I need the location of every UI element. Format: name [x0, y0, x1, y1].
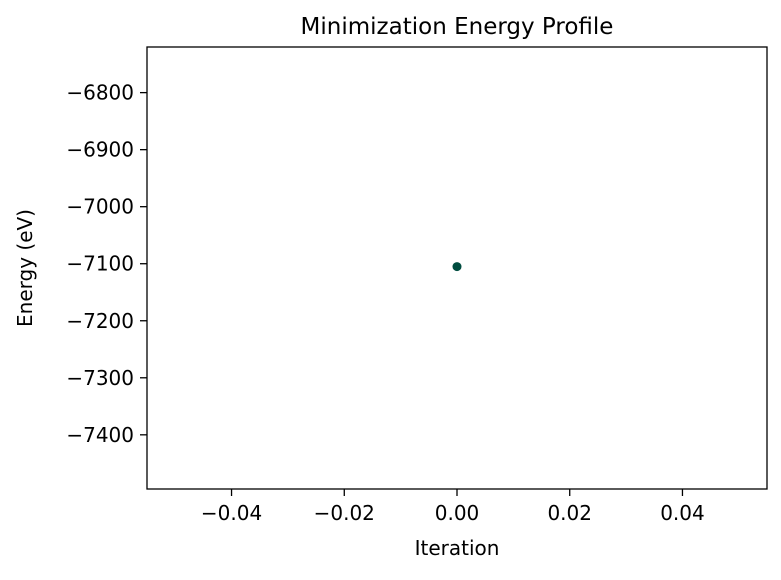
y-tick-label: −7300 — [66, 366, 134, 390]
y-tick-label: −7400 — [66, 423, 134, 447]
x-axis-label: Iteration — [415, 536, 500, 560]
x-tick-label: 0.04 — [660, 501, 705, 525]
y-tick-label: −7200 — [66, 309, 134, 333]
x-tick-label: 0.00 — [435, 501, 480, 525]
y-tick-label: −7100 — [66, 252, 134, 276]
y-axis-label: Energy (eV) — [13, 209, 37, 327]
x-tick-label: 0.02 — [547, 501, 592, 525]
data-points — [452, 262, 462, 272]
data-point — [452, 262, 462, 272]
plot-area-frame — [146, 46, 768, 490]
y-tick-label: −6800 — [66, 81, 134, 105]
chart-title: Minimization Energy Profile — [301, 14, 614, 40]
y-axis-ticks: −6800 −6900 −7000 −7100 −7200 −7300 −7400 — [66, 81, 147, 447]
y-tick-label: −7000 — [66, 195, 134, 219]
x-tick-label: −0.04 — [201, 501, 262, 525]
x-tick-label: −0.02 — [314, 501, 375, 525]
x-axis-ticks: −0.04 −0.02 0.00 0.02 0.04 — [201, 489, 705, 525]
y-tick-label: −6900 — [66, 138, 134, 162]
